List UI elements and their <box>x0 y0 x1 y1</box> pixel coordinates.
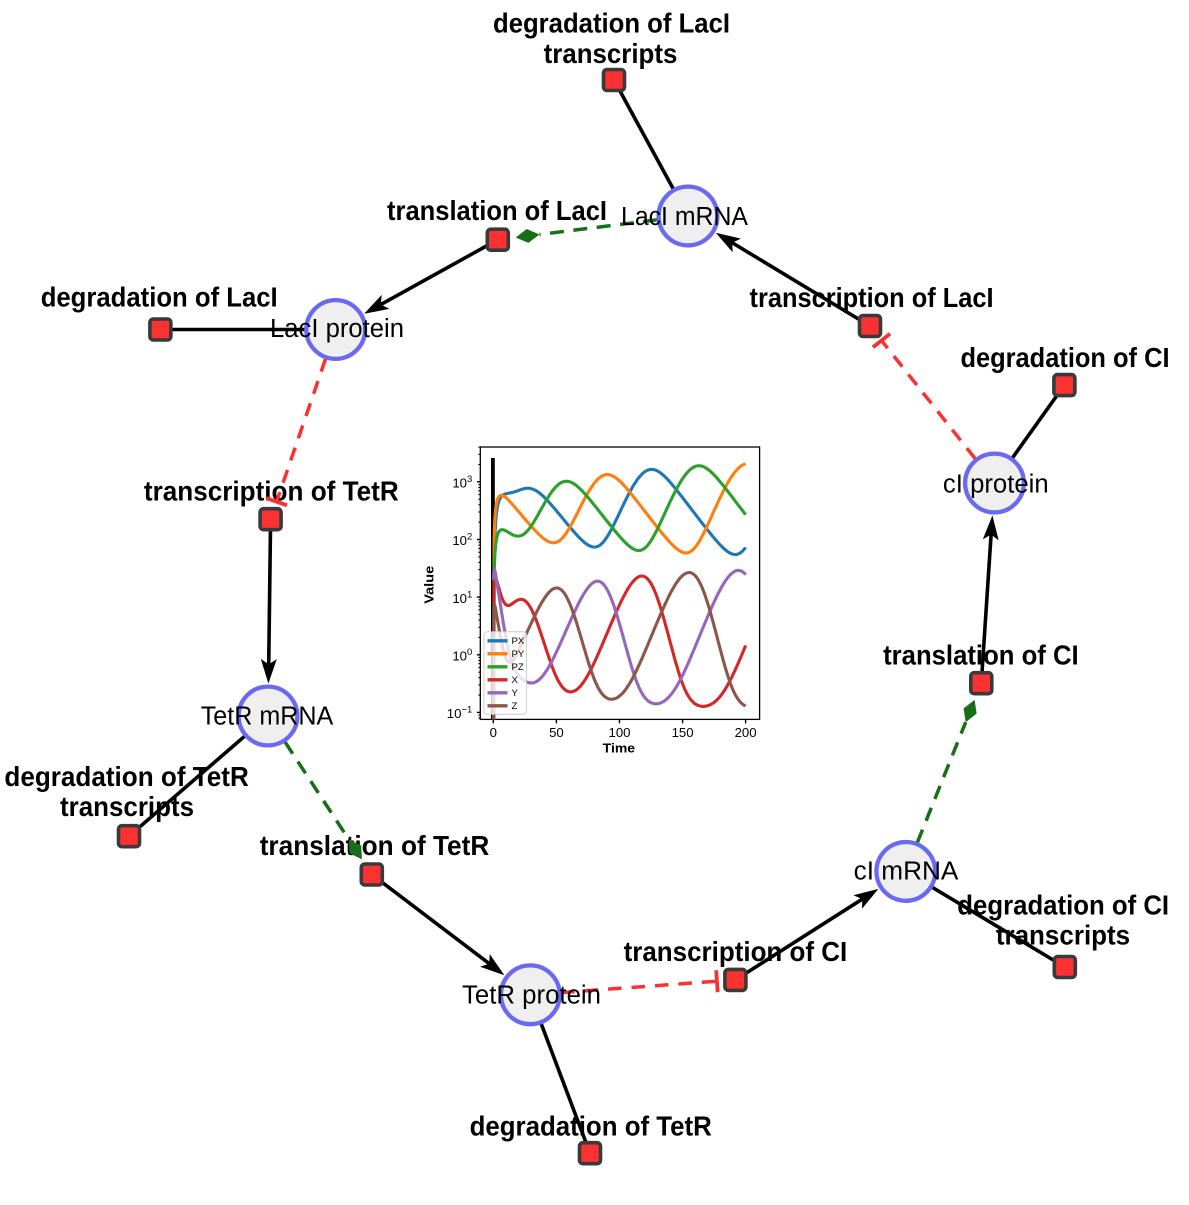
svg-text:transcription of LacI: transcription of LacI <box>750 282 994 313</box>
svg-text:Time: Time <box>603 740 635 755</box>
svg-text:degradation of LacI: degradation of LacI <box>41 282 278 313</box>
svg-text:transcripts: transcripts <box>60 791 194 822</box>
svg-text:translation of LacI: translation of LacI <box>387 195 607 226</box>
svg-text:X: X <box>512 675 519 686</box>
svg-text:100: 100 <box>608 725 630 740</box>
svg-text:Value: Value <box>422 566 437 604</box>
svg-text:transcripts: transcripts <box>996 920 1130 951</box>
svg-text:PZ: PZ <box>512 662 524 673</box>
svg-text:cI mRNA: cI mRNA <box>854 857 959 885</box>
svg-text:TetR protein: TetR protein <box>462 982 601 1010</box>
svg-text:LacI mRNA: LacI mRNA <box>621 203 748 231</box>
svg-text:degradation of CI: degradation of CI <box>960 342 1169 373</box>
svg-text:LacI protein: LacI protein <box>270 315 404 343</box>
svg-text:degradation of CI: degradation of CI <box>957 889 1169 920</box>
svg-text:PX: PX <box>512 636 525 647</box>
svg-text:PY: PY <box>512 649 525 660</box>
svg-text:0: 0 <box>490 725 497 740</box>
svg-text:TetR mRNA: TetR mRNA <box>201 703 334 731</box>
svg-text:cI protein: cI protein <box>943 471 1049 499</box>
svg-text:200: 200 <box>735 725 757 740</box>
svg-text:Z: Z <box>512 701 518 712</box>
svg-text:Y: Y <box>512 688 519 699</box>
svg-text:150: 150 <box>672 725 694 740</box>
svg-text:transcripts: transcripts <box>544 38 678 69</box>
svg-text:degradation of LacI: degradation of LacI <box>493 7 730 38</box>
svg-text:transcription of CI: transcription of CI <box>624 936 848 967</box>
svg-text:50: 50 <box>549 725 564 740</box>
svg-text:translation of TetR: translation of TetR <box>260 830 490 861</box>
svg-text:degradation of TetR: degradation of TetR <box>470 1111 712 1142</box>
